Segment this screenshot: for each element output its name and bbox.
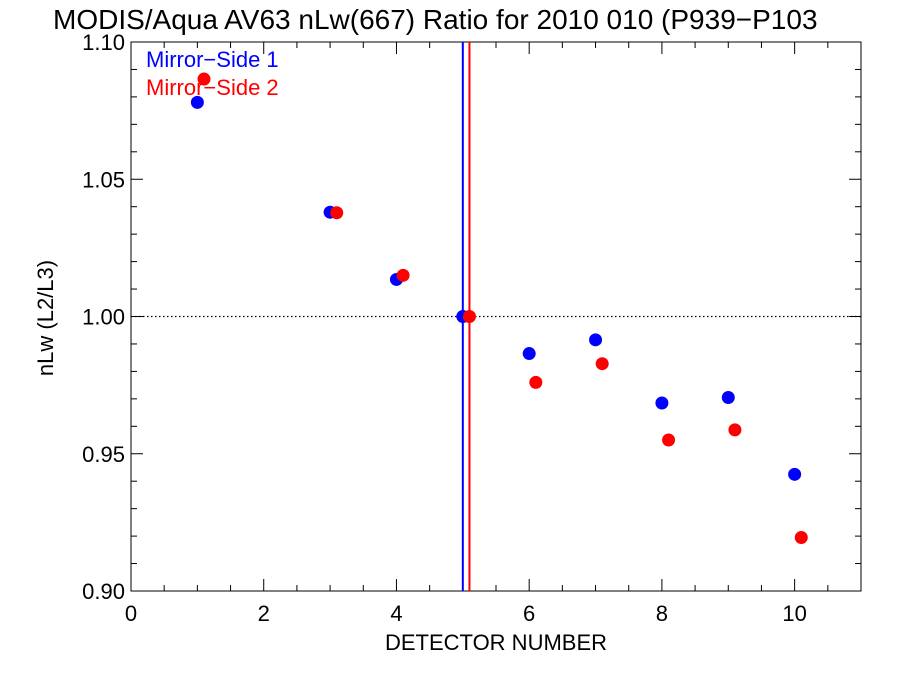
x-tick-label: 4	[390, 601, 402, 626]
series-2-point	[728, 423, 742, 437]
y-tick-label: 1.10	[82, 30, 125, 55]
x-tick-label: 0	[125, 601, 137, 626]
series-2-point	[330, 206, 344, 220]
legend-entry-2: Mirror−Side 2	[146, 75, 279, 100]
series-1-point	[522, 347, 536, 361]
y-tick-label: 1.00	[82, 305, 125, 330]
series-2-point	[595, 357, 609, 371]
y-axis-label: nLw (L2/L3)	[33, 260, 58, 376]
series-1-point	[655, 396, 669, 410]
series-2-point	[197, 72, 211, 86]
x-axis-label: DETECTOR NUMBER	[385, 630, 607, 655]
series-1-point	[788, 467, 802, 481]
series-2-point	[794, 530, 808, 544]
chart-title: MODIS/Aqua AV63 nLw(667) Ratio for 2010 …	[53, 4, 818, 35]
series-2-point	[529, 375, 543, 389]
series-1-point	[589, 333, 603, 347]
series-1-point	[721, 390, 735, 404]
legend-entry-1: Mirror−Side 1	[146, 47, 279, 72]
x-tick-label: 2	[258, 601, 270, 626]
series-1-point	[190, 95, 204, 109]
x-tick-label: 10	[782, 601, 806, 626]
y-tick-label: 0.95	[82, 442, 125, 467]
series-2-point	[462, 310, 476, 323]
y-tick-label: 1.05	[82, 167, 125, 192]
series-2-point	[396, 268, 410, 282]
series-2-point	[662, 433, 676, 447]
x-tick-label: 8	[656, 601, 668, 626]
x-tick-label: 6	[523, 601, 535, 626]
y-tick-label: 0.90	[82, 579, 125, 604]
